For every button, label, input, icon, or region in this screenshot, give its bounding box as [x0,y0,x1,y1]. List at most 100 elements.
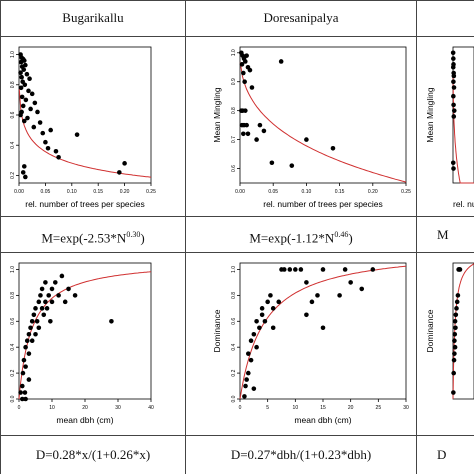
y-axis-label: Dominance [425,309,435,352]
x-tick-label: 30 [115,405,121,411]
data-point [29,338,35,344]
data-point [320,325,326,331]
data-point [452,338,457,344]
y-tick-label: 1.0 [231,49,237,56]
data-point [23,62,28,68]
data-point [43,299,48,305]
data-point [245,131,251,137]
y-tick-label: 0.6 [231,318,237,325]
x-tick-label: 0.20 [120,189,130,195]
x-tick-label: 0.15 [335,189,345,195]
dominance-plot-bugarikallu: 0 10 20 30 40 0.0 0.2 0.4 0.6 0.8 1.0 mean dbh (cm) [10,262,154,425]
x-tick-label: 0.05 [268,189,278,195]
site-header-doresanipalya: Doresanipalya [263,10,339,25]
data-point [287,267,293,272]
data-point [49,286,55,292]
data-point [262,318,268,324]
x-axis-label: rel. number of trees per species [25,199,145,209]
data-point [18,70,23,75]
data-point [20,103,26,109]
mingling-equation-bugarikallu: M=exp(-2.53*N0.30) [41,230,145,246]
data-point [19,74,24,80]
data-point [53,148,59,154]
data-point [451,370,456,376]
site-header-bugarikallu: Bugarikallu [62,10,124,25]
data-point [41,312,47,318]
y-tick-label: 0.4 [10,343,16,350]
site-header-third [417,0,474,36]
data-point [242,79,247,85]
data-point [45,145,51,151]
data-point [23,97,29,103]
x-tick-label: 10 [49,405,55,411]
data-point [44,306,50,311]
data-point [304,280,309,285]
data-point [56,293,61,298]
data-point [254,344,259,350]
x-tick-label: 0.00 [235,189,245,195]
x-axis-label: rel. number of trees per species [263,199,383,209]
fit-curve [18,271,152,400]
x-tick-label: 15 [320,405,326,411]
x-tick-label: 0.05 [41,189,51,195]
data-point [320,267,326,272]
dominance-plot-doresanipalya: 0 5 10 15 20 25 30 0.0 0.2 0.4 0.6 0.8 1.0 mean dbh (… [212,262,409,425]
data-point [20,383,25,389]
fit-curve [452,263,474,400]
x-axis-label: rel. nu [453,199,474,209]
x-tick-label: 0.10 [302,189,312,195]
y-axis-label: Mean Mingling [425,87,435,143]
data-point [18,85,24,91]
data-point [265,299,270,305]
y-tick-label: 0.4 [231,343,237,350]
data-point [304,312,309,318]
data-point [269,160,275,166]
fit-curve [452,74,474,184]
data-point [451,166,456,171]
data-point [453,312,459,318]
data-point [450,64,456,70]
mingling-plot-bugarikallu: 0.00 0.05 0.10 0.15 0.20 0.25 0.2 0.4 0.6 0.8 1.0 r… [10,46,156,209]
dominance-equation-third: D [437,447,447,462]
data-point [32,100,38,106]
data-point [23,174,28,180]
data-point [244,53,249,58]
y-tick-label: 0.9 [231,78,237,85]
plot-frame [452,46,474,184]
y-axis-label: Mean Mingling [212,87,222,143]
data-point [23,396,28,402]
data-point [239,62,245,67]
y-tick-label: 1.0 [231,266,237,273]
data-point [246,351,251,356]
data-point [450,160,456,166]
data-point [21,67,27,72]
x-tick-label: 0.15 [93,189,103,195]
fit-curve [239,265,407,400]
data-point [315,293,320,298]
data-point [455,293,461,298]
data-point [62,299,68,305]
x-axis-label: mean dbh (cm) [56,415,113,425]
data-point [348,280,353,285]
data-point [451,357,457,363]
data-point [337,293,342,298]
mingling-plot-doresanipalya: 0.00 0.05 0.10 0.15 0.20 0.25 0.6 0.7 0.8 0.9 1.0 r… [212,46,411,209]
data-point [259,312,265,318]
data-point [36,325,42,331]
data-point [281,267,287,272]
data-point [244,377,249,382]
data-point [270,306,276,311]
x-axis-label: mean dbh (cm) [294,415,351,425]
y-tick-label: 1.0 [10,266,16,273]
data-point [20,396,25,402]
y-axis-label: Dominance [212,309,222,352]
data-point [278,59,284,64]
data-point [29,91,35,97]
data-point [21,58,27,63]
data-point [451,102,456,108]
data-point [298,267,304,272]
data-point [59,273,65,279]
data-point [43,139,48,145]
y-tick-label: 0.6 [231,165,237,172]
data-point [451,85,457,90]
